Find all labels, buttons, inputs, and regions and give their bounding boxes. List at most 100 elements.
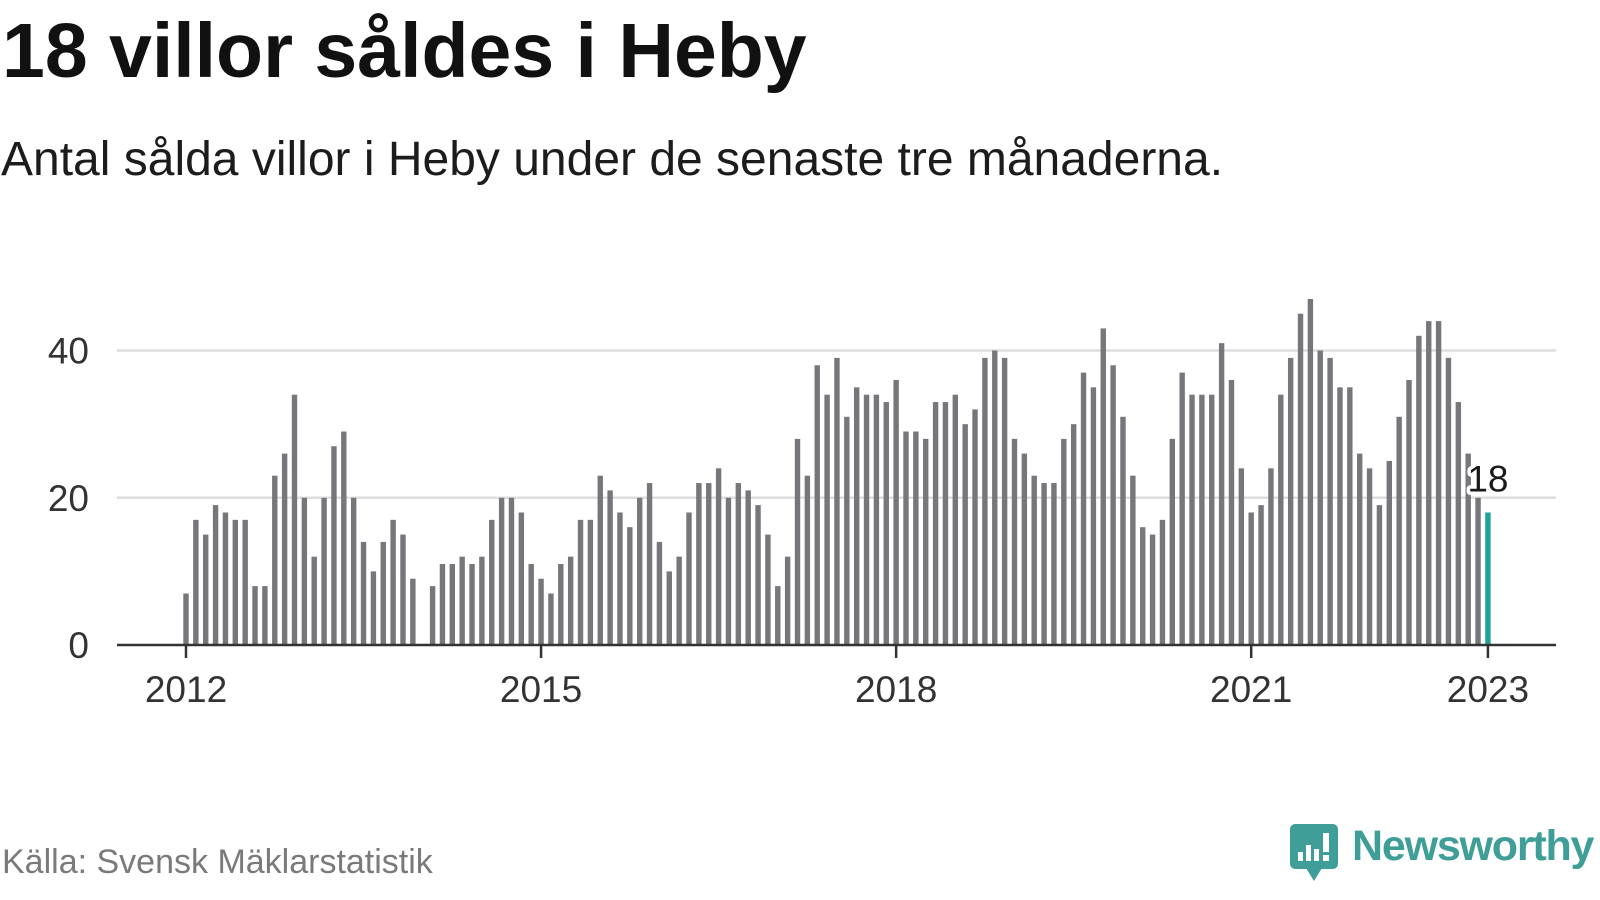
bar (370, 571, 377, 645)
bar (617, 512, 623, 645)
bar (390, 519, 396, 645)
bar (1317, 350, 1323, 645)
bar (1090, 387, 1097, 645)
bar (1238, 468, 1245, 645)
bar (1021, 453, 1028, 645)
bar (1258, 505, 1264, 645)
bar (903, 431, 909, 645)
bar (883, 402, 889, 645)
bar (1070, 424, 1077, 645)
bar (873, 394, 880, 645)
bar (814, 365, 820, 645)
bar (459, 556, 465, 645)
bar (863, 394, 870, 645)
bar (281, 453, 288, 645)
bar (1080, 372, 1087, 645)
bar (607, 490, 613, 645)
newsworthy-logo: Newsworthy (1290, 822, 1596, 884)
bar-highlighted (1485, 512, 1491, 645)
bar (1031, 475, 1037, 645)
bar (1179, 372, 1185, 645)
bar (350, 497, 357, 645)
bar (1278, 394, 1284, 645)
bar (1051, 483, 1057, 645)
bar (1455, 402, 1462, 645)
y-tick-label: 40 (48, 331, 89, 372)
bar (637, 497, 643, 645)
bar (735, 483, 742, 645)
x-tick-label: 2021 (1210, 669, 1292, 710)
value-label: 18 (1467, 458, 1508, 499)
bar (1120, 416, 1126, 645)
bar (1169, 438, 1175, 645)
newsworthy-logo-icon (1290, 824, 1338, 881)
bar (1475, 497, 1481, 645)
bar (992, 350, 998, 645)
bar (804, 475, 811, 645)
y-tick-label: 0 (68, 625, 89, 666)
bar (1366, 468, 1373, 645)
bar (1228, 379, 1235, 645)
bar (942, 402, 949, 645)
bar (479, 556, 485, 645)
bar (893, 379, 899, 645)
bar (1337, 387, 1343, 645)
bar (1396, 416, 1402, 645)
bar (745, 490, 751, 645)
bar (1140, 527, 1146, 645)
bar (1465, 453, 1471, 645)
bar (538, 578, 544, 645)
bar (1435, 321, 1442, 645)
bar (982, 357, 988, 645)
bar (1445, 357, 1452, 645)
bar (222, 512, 229, 645)
bar (794, 438, 801, 645)
bar (331, 446, 337, 645)
bar (1386, 460, 1392, 645)
bar (932, 402, 939, 645)
x-tick-label: 2015 (500, 669, 582, 710)
bar (666, 571, 672, 645)
bar (587, 519, 594, 645)
bar (1307, 299, 1314, 645)
bar (1416, 335, 1422, 645)
bar (656, 541, 663, 645)
bar (962, 424, 968, 645)
bar (1100, 328, 1106, 645)
bar (1199, 394, 1205, 645)
bar (824, 394, 830, 645)
x-tick-label: 2018 (855, 669, 937, 710)
bar (193, 519, 199, 645)
bar (1110, 365, 1116, 645)
bar (755, 505, 761, 645)
x-tick-label: 2023 (1447, 669, 1529, 710)
bar (1209, 394, 1215, 645)
bar (508, 497, 515, 645)
bar (784, 556, 791, 645)
bar (1041, 483, 1047, 645)
bar (1287, 357, 1294, 645)
bar (567, 556, 574, 645)
bar (232, 519, 239, 645)
x-axis-ticks: 2012 2015 2018 2021 2023 (145, 645, 1529, 710)
bar (1149, 534, 1156, 645)
y-tick-label: 20 (48, 478, 89, 519)
bar (1347, 387, 1353, 645)
bar (410, 578, 416, 645)
bar (498, 497, 505, 645)
bar (765, 534, 771, 645)
bar (646, 483, 653, 645)
bar (439, 564, 446, 645)
bar (291, 394, 298, 645)
bar (627, 527, 633, 645)
bar (725, 497, 732, 645)
bar (1159, 519, 1166, 645)
bar (715, 468, 722, 645)
source-note: Källa: Svensk Mäklarstatistik (2, 843, 433, 881)
bar (1376, 505, 1383, 645)
bar (380, 541, 386, 645)
bar (429, 586, 436, 645)
x-tick-label: 2012 (145, 669, 227, 710)
bar (972, 409, 978, 645)
